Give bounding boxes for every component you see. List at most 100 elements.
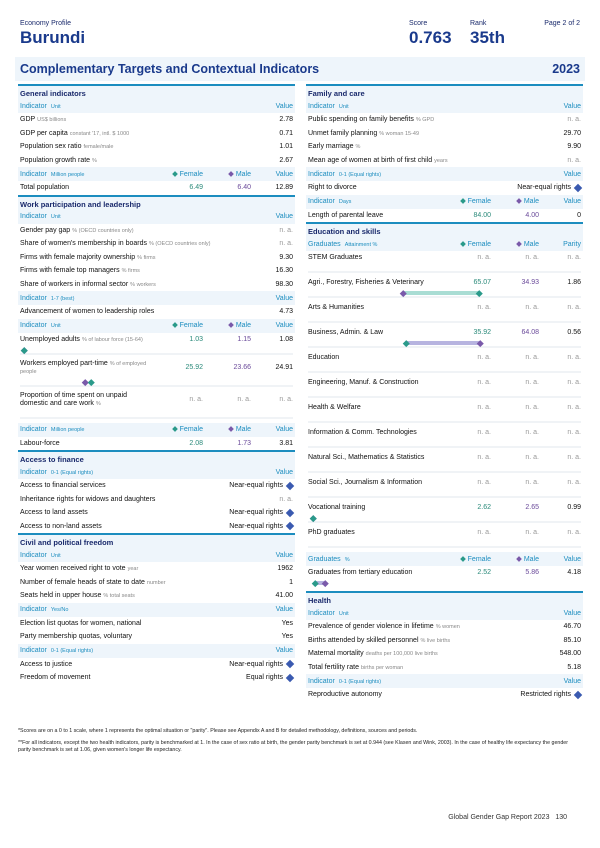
table-row: Labour-force 2.08 1.73 3.81 bbox=[18, 437, 295, 451]
male-col-label: Male bbox=[235, 426, 251, 433]
parity-value: 0.99 bbox=[567, 504, 581, 511]
female-value: 25.92 bbox=[185, 364, 203, 371]
row-value: 24.91 bbox=[275, 364, 293, 371]
row-value: 98.30 bbox=[275, 280, 293, 288]
table-row: Firms with female top managers% firms 16.… bbox=[18, 264, 295, 278]
indicator-header: Indicator Unit Value bbox=[18, 209, 295, 224]
table-row: Public spending on family benefits% GPD n… bbox=[306, 113, 583, 127]
female-diamond-icon bbox=[171, 426, 178, 432]
female-marker-icon bbox=[310, 515, 317, 522]
male-value: n. a. bbox=[525, 304, 539, 311]
row-value: 9.30 bbox=[279, 253, 293, 261]
row-label: Year women received right to vote bbox=[20, 565, 126, 573]
row-label: Total population bbox=[20, 184, 70, 192]
table-row: Unemployed adults% of labour force (15-6… bbox=[18, 333, 295, 355]
parity-value: n. a. bbox=[567, 454, 581, 461]
indicator-header: Graduates Attainment % Female Male Parity bbox=[306, 237, 583, 251]
male-value: n. a. bbox=[525, 254, 539, 261]
male-marker-icon bbox=[322, 580, 329, 587]
indicator-col-label: Indicator bbox=[20, 606, 47, 613]
male-col-label: Male bbox=[523, 555, 539, 563]
table-row: Arts & Humanities n. a. n. a. n. a. bbox=[306, 301, 583, 323]
row-value: 4.18 bbox=[567, 569, 581, 576]
female-value: n. a. bbox=[477, 454, 491, 461]
indicator-header: Indicator Yes/No Value bbox=[18, 602, 295, 617]
parity-value: n. a. bbox=[567, 254, 581, 261]
female-value: 35.92 bbox=[473, 329, 491, 336]
table-row: Vocational training 2.62 2.65 0.99 bbox=[306, 501, 583, 523]
row-label: Length of parental leave bbox=[308, 211, 384, 219]
table-row: Access to justice Near-equal rights bbox=[18, 658, 295, 672]
indicator-header: Indicator 0-1 (Equal rights) Value bbox=[306, 167, 583, 181]
indicator-header: Graduates% Female Male Value bbox=[306, 552, 583, 566]
row-label: Business, Admin. & Law bbox=[308, 329, 384, 336]
row-unit: % workers bbox=[130, 281, 156, 288]
rights-diamond-icon bbox=[285, 660, 295, 669]
value-col-label: Value bbox=[563, 677, 581, 685]
score-value: 0.763 bbox=[409, 28, 452, 47]
row-label: Workers employed part-time bbox=[20, 359, 108, 367]
row-value: Near-equal rights bbox=[229, 509, 283, 517]
row-unit: % live births bbox=[420, 637, 451, 644]
value-col-label: Value bbox=[275, 170, 293, 178]
indicator-header: Indicator Days Female Male Value bbox=[306, 194, 583, 209]
row-value: n. a. bbox=[567, 156, 581, 164]
rights-diamond-icon bbox=[285, 481, 295, 490]
page-title: Complementary Targets and Contextual Ind… bbox=[20, 62, 320, 76]
indicator-col-label: Graduates bbox=[308, 555, 341, 563]
row-value: Near-equal rights bbox=[229, 522, 283, 530]
gender-gap-track bbox=[308, 579, 581, 588]
male-value: 2.65 bbox=[525, 504, 539, 511]
unit-col-label: Million people bbox=[50, 427, 85, 433]
row-unit: US$ billions bbox=[37, 117, 67, 124]
male-value: n. a. bbox=[525, 529, 539, 536]
table-row: Workers employed part-time % of employed… bbox=[18, 358, 295, 387]
indicator-header: Indicator 0-1 (Equal rights) Value bbox=[18, 465, 295, 479]
work-participation-section: Work participation and leadership Indica… bbox=[18, 194, 295, 451]
female-value: 65.07 bbox=[473, 279, 491, 286]
unit-col-label: Unit bbox=[50, 103, 61, 110]
parity-col-label: Parity bbox=[563, 240, 581, 248]
female-value: n. a. bbox=[189, 396, 203, 403]
row-label: Natural Sci., Mathematics & Statistics bbox=[308, 454, 425, 461]
indicator-col-label: Indicator bbox=[20, 647, 47, 654]
family-and-care-section: Family and care Indicator Unit Value Publ… bbox=[306, 84, 583, 222]
gender-gap-track bbox=[308, 414, 581, 423]
value-col-label: Value bbox=[275, 294, 293, 302]
unit-col-label: 1-7 (best) bbox=[50, 295, 75, 302]
row-label: Births attended by skilled personnel bbox=[308, 636, 419, 644]
report-year: 2023 bbox=[552, 62, 580, 76]
gender-gap-track bbox=[308, 289, 581, 298]
indicator-col-label: Indicator bbox=[20, 322, 47, 329]
row-unit: births per woman bbox=[360, 664, 404, 671]
female-value: n. a. bbox=[477, 404, 491, 411]
table-row: Natural Sci., Mathematics & Statistics n.… bbox=[306, 451, 583, 473]
male-diamond-icon bbox=[515, 198, 522, 204]
male-marker-icon bbox=[477, 340, 484, 347]
gender-gap-track bbox=[308, 514, 581, 523]
table-row: Access to land assets Near-equal rights bbox=[18, 506, 295, 520]
footnote-parity: **For all indicators, except the two hea… bbox=[18, 740, 569, 753]
indicator-col-label: Indicator bbox=[20, 551, 47, 559]
indicator-header: Indicator Unit Value bbox=[306, 606, 583, 620]
row-value: 46.70 bbox=[563, 623, 581, 631]
indicator-col-label: Indicator bbox=[308, 170, 335, 178]
male-value: 34.93 bbox=[521, 279, 539, 286]
row-value: Near-equal rights bbox=[229, 482, 283, 490]
row-label: Right to divorce bbox=[308, 184, 357, 192]
indicator-col-label: Indicator bbox=[20, 213, 47, 220]
row-unit: % bbox=[95, 400, 101, 407]
value-col-label: Value bbox=[563, 102, 581, 110]
table-row: Information & Comm. Technologies n. a. n. … bbox=[306, 426, 583, 448]
table-row: Seats held in upper house% total seats 41… bbox=[18, 589, 295, 603]
general-indicators-section: General indicators Indicator Unit Value G… bbox=[18, 84, 295, 195]
row-value: Yes bbox=[281, 633, 293, 641]
section-heading: Civil and political freedom bbox=[18, 535, 295, 548]
row-label: Education bbox=[308, 354, 340, 361]
male-value: n. a. bbox=[525, 404, 539, 411]
male-col-label: Male bbox=[235, 170, 251, 178]
civil-political-freedom-section: Civil and political freedom Indicator Uni… bbox=[18, 533, 295, 685]
table-row: Population sex ratio female/male 1.01 bbox=[18, 140, 295, 154]
female-col-label: Female bbox=[467, 240, 491, 248]
indicator-header: Indicator Million people Female Male Valu… bbox=[18, 167, 295, 181]
